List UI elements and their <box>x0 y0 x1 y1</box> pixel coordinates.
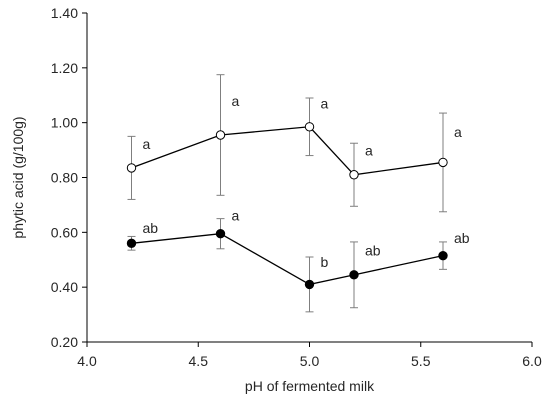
x-axis-ticks: 4.0 4.5 5.0 5.5 6.0 <box>77 342 542 369</box>
significance-label: ab <box>365 242 381 258</box>
data-point <box>349 170 359 180</box>
y-tick-label: 1.20 <box>51 60 78 76</box>
y-tick-label: 0.40 <box>51 279 78 295</box>
data-point <box>438 250 448 261</box>
significance-label: a <box>365 143 373 159</box>
y-axis-title: phytic acid (g/100g) <box>10 116 26 238</box>
x-tick-label: 6.0 <box>522 353 542 369</box>
series-line <box>131 233 444 286</box>
data-point <box>215 130 226 140</box>
data-point <box>126 163 137 173</box>
y-axis-ticks: 0.20 0.40 0.60 0.80 1.00 1.20 1.40 <box>51 5 87 350</box>
data-point <box>304 279 315 290</box>
significance-label: b <box>321 254 329 270</box>
x-tick-label: 5.5 <box>411 353 431 369</box>
y-tick-label: 0.80 <box>51 170 78 186</box>
x-tick-label: 4.5 <box>189 353 209 369</box>
data-point <box>126 238 137 249</box>
y-tick-label: 0.20 <box>51 334 78 350</box>
significance-label: ab <box>143 220 159 236</box>
x-tick-label: 4.0 <box>77 353 97 369</box>
significance-label: a <box>143 136 151 152</box>
y-tick-label: 1.00 <box>51 115 78 131</box>
significance-label: a <box>321 96 329 112</box>
series-line <box>131 126 444 176</box>
x-axis-title: pH of fermented milk <box>245 378 375 394</box>
data-point <box>215 229 226 239</box>
y-tick-label: 0.60 <box>51 224 78 240</box>
data-point <box>304 122 315 132</box>
significance-label: a <box>232 93 240 109</box>
y-tick-label: 1.40 <box>51 5 78 21</box>
significance-label: a <box>454 124 462 140</box>
x-tick-label: 5.0 <box>300 353 320 369</box>
data-point <box>349 270 359 280</box>
data-point <box>438 157 448 168</box>
significance-label: ab <box>454 230 470 246</box>
series-1: a a a a a <box>126 74 462 213</box>
significance-label: a <box>232 207 240 223</box>
